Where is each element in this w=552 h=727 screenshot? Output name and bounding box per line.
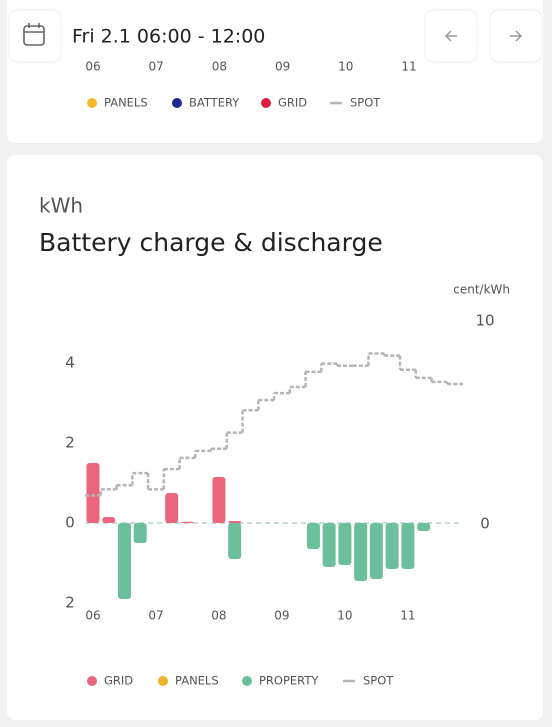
x-tick-label: 10 xyxy=(338,60,353,74)
bar xyxy=(306,523,320,549)
chart-card xyxy=(7,155,543,720)
y2-axis-label: cent/kWh xyxy=(453,283,510,297)
date-backdrop xyxy=(64,18,278,56)
legend-label: SPOT xyxy=(350,96,381,110)
bar xyxy=(385,523,399,569)
bar xyxy=(165,493,179,523)
x-tick-label: 10 xyxy=(337,609,352,623)
bar xyxy=(102,517,116,523)
legend-label: BATTERY xyxy=(189,96,240,110)
x-tick-label: 06 xyxy=(85,609,100,623)
legend-label: PANELS xyxy=(104,96,148,110)
legend-label: PROPERTY xyxy=(259,674,319,688)
x-tick-label: 11 xyxy=(400,609,415,623)
y-tick-label: 2 xyxy=(65,434,75,452)
chart-title: Battery charge & discharge xyxy=(39,228,383,257)
x-tick-label: 07 xyxy=(149,60,164,74)
next-button[interactable] xyxy=(489,9,543,63)
x-tick-label: 11 xyxy=(401,60,416,74)
legend-label: GRID xyxy=(104,674,133,688)
legend-dot xyxy=(172,98,182,108)
bar xyxy=(354,523,368,581)
legend-dot xyxy=(87,676,97,686)
legend-label: GRID xyxy=(278,96,307,110)
legend-label: PANELS xyxy=(175,674,219,688)
bar xyxy=(322,523,336,567)
bar xyxy=(133,523,147,543)
y2-tick-label: 0 xyxy=(480,514,490,532)
bar xyxy=(401,523,415,569)
x-tick-label: 09 xyxy=(274,609,289,623)
x-tick-label: 06 xyxy=(85,60,100,74)
unit-label: kWh xyxy=(39,194,83,218)
y2-tick-label: 10 xyxy=(475,312,494,330)
y-tick-label: 0 xyxy=(65,514,75,532)
bar xyxy=(228,521,242,523)
prev-button[interactable] xyxy=(424,9,478,63)
bar xyxy=(117,523,131,599)
bar xyxy=(369,523,383,579)
date-range[interactable]: Fri 2.1 06:00 - 12:00 xyxy=(72,26,265,48)
bar xyxy=(417,523,431,531)
bar xyxy=(228,523,242,559)
legend-dot xyxy=(261,98,271,108)
x-tick-label: 08 xyxy=(212,60,227,74)
bar xyxy=(338,523,352,565)
legend-label: SPOT xyxy=(363,674,394,688)
legend-dot xyxy=(158,676,168,686)
x-tick-label: 08 xyxy=(211,609,226,623)
legend-dot xyxy=(87,98,97,108)
calendar-button[interactable] xyxy=(8,9,62,63)
y-tick-label: 4 xyxy=(65,354,75,372)
x-tick-label: 07 xyxy=(148,609,163,623)
y-tick-label: 2 xyxy=(65,594,75,612)
x-tick-label: 09 xyxy=(275,60,290,74)
bar xyxy=(212,477,226,523)
legend-dot xyxy=(242,676,252,686)
bar xyxy=(86,463,100,523)
bar xyxy=(180,521,194,523)
